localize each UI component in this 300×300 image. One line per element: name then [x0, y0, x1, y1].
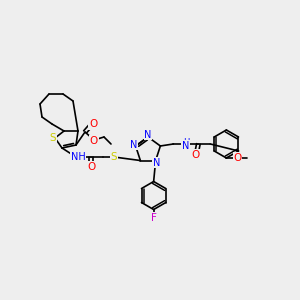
Text: S: S — [111, 152, 117, 162]
Text: N: N — [130, 140, 137, 150]
Text: S: S — [50, 133, 56, 143]
Text: O: O — [89, 119, 97, 129]
Text: NH: NH — [70, 152, 86, 162]
Text: H: H — [183, 139, 190, 148]
Text: N: N — [144, 130, 152, 140]
Text: O: O — [191, 150, 200, 160]
Text: N: N — [182, 141, 189, 151]
Text: O: O — [90, 136, 98, 146]
Text: N: N — [153, 158, 160, 167]
Text: F: F — [151, 212, 157, 223]
Text: O: O — [87, 162, 95, 172]
Text: O: O — [233, 153, 242, 163]
